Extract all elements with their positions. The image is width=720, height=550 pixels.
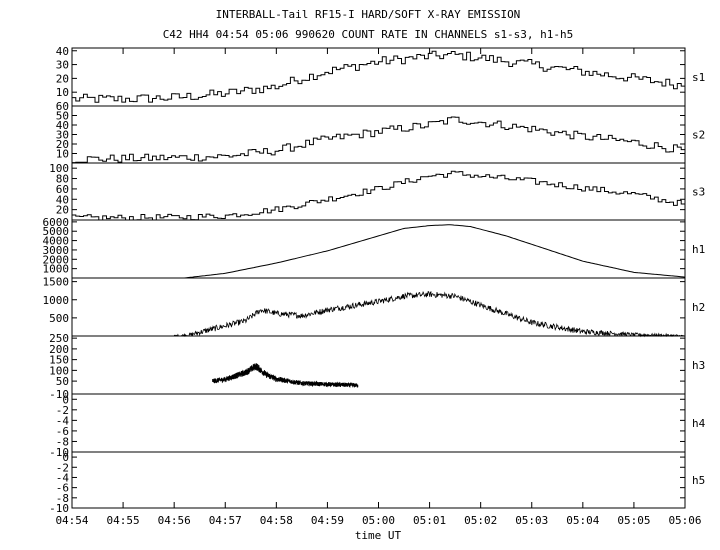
y-tick-label-h3: -10: [49, 388, 69, 401]
y-tick-label-s1: 20: [56, 72, 69, 85]
y-tick-label-s3: 100: [49, 162, 69, 175]
panel-frame-s2: [71, 105, 686, 164]
chart-panels: 10203040s1102030405060s220406080100s3100…: [43, 45, 706, 515]
panel-frame-h2: [71, 277, 686, 337]
y-tick-label-s1: 10: [56, 86, 69, 99]
x-tick-label: 05:00: [362, 514, 395, 527]
x-tick-label: 05:04: [566, 514, 599, 527]
series-label-s1: s1: [692, 71, 705, 84]
series-line-s2: [72, 116, 685, 164]
x-tick-label: 04:56: [158, 514, 191, 527]
series-label-h5: h5: [692, 474, 705, 487]
y-tick-label-h3: 250: [49, 332, 69, 345]
x-axis-label: time UT: [355, 529, 402, 542]
y-tick-label-h4: -6: [56, 425, 69, 438]
y-tick-label-h1: 5000: [43, 225, 70, 238]
x-tick-label: 04:59: [311, 514, 344, 527]
y-tick-label-h4: -8: [56, 435, 69, 448]
series-label-h3: h3: [692, 359, 705, 372]
panel-frame-h1: [71, 219, 686, 279]
series-line-s1: [72, 50, 685, 103]
x-tick-label: 04:54: [55, 514, 88, 527]
y-tick-label-h5: -6: [56, 482, 69, 495]
y-tick-label-s2: 50: [56, 110, 69, 123]
y-tick-label-h1: 4000: [43, 235, 70, 248]
x-tick-label: 05:03: [515, 514, 548, 527]
series-label-h2: h2: [692, 301, 705, 314]
y-tick-label-s2: 20: [56, 138, 69, 151]
y-tick-label-s1: 30: [56, 59, 69, 72]
y-tick-label-s3: 80: [56, 173, 69, 186]
series-line-h1: [72, 224, 686, 279]
series-label-s3: s3: [692, 186, 705, 199]
y-tick-label-h5: -4: [56, 471, 70, 484]
y-tick-label-h5: -10: [49, 502, 69, 515]
panel-h5: -10-8-6-4-20 h5: [49, 451, 705, 515]
x-tick-label: 05:02: [464, 514, 497, 527]
chart-subtitle: C42 HH4 04:54 05:06 990620 COUNT RATE IN…: [163, 28, 574, 41]
y-tick-label-s2: 10: [56, 148, 69, 161]
y-tick-label-s1: 40: [56, 45, 69, 58]
y-tick-label-h1: 6000: [43, 216, 70, 229]
y-tick-label-s2: 30: [56, 129, 69, 142]
x-tick-label: 05:06: [668, 514, 701, 527]
y-tick-label-s2: 60: [56, 100, 69, 113]
y-tick-label-h1: 1000: [43, 263, 70, 276]
y-tick-label-s3: 60: [56, 183, 69, 196]
series-label-s2: s2: [692, 129, 705, 142]
y-tick-label-h1: 3000: [43, 244, 70, 257]
y-tick-label-h4: -10: [49, 446, 69, 459]
series-label-h1: h1: [692, 243, 705, 256]
y-tick-label-h5: -8: [56, 492, 69, 505]
y-tick-label-h4: 0: [62, 393, 69, 406]
y-tick-label-h2: 1500: [43, 276, 70, 289]
panel-frame-h4: [71, 393, 686, 453]
chart-title: INTERBALL-Tail RF15-I HARD/SOFT X-RAY EM…: [216, 8, 521, 21]
x-tick-label: 04:58: [260, 514, 293, 527]
series-label-h4: h4: [692, 417, 706, 430]
y-tick-label-h3: 150: [49, 354, 69, 367]
panel-frame-h3: [71, 335, 686, 395]
y-tick-label-h1: 2000: [43, 253, 70, 266]
y-tick-label-h2: 500: [49, 312, 69, 325]
series-line-h2: [72, 290, 685, 338]
panel-frame-s3: [71, 162, 686, 221]
panel-h4: -10-8-6-4-20 h4: [49, 393, 705, 459]
x-tick-label: 04:57: [209, 514, 242, 527]
y-tick-label-s3: 40: [56, 193, 69, 206]
y-tick-label-h4: -2: [56, 404, 69, 417]
x-tick-label: 05:05: [617, 514, 650, 527]
y-tick-label-h3: 100: [49, 364, 69, 377]
y-tick-label-h2: 1000: [43, 294, 70, 307]
x-tick-label: 05:01: [413, 514, 446, 527]
y-tick-label-h5: 0: [62, 451, 69, 464]
y-tick-label-h3: 50: [56, 375, 69, 388]
panel-h2: 500 1000 1500 h2: [43, 276, 705, 338]
y-tick-label-h4: -4: [56, 414, 70, 427]
series-line-h3: [212, 363, 359, 388]
series-line-s3: [72, 170, 685, 221]
y-tick-label-s2: 40: [56, 119, 69, 132]
panel-frame-h5: [71, 451, 686, 509]
y-tick-label-h3: 200: [49, 343, 69, 356]
y-tick-label-h5: -2: [56, 461, 69, 474]
x-tick-label: 04:55: [107, 514, 140, 527]
x-axis: 04:54 04:55 04:56 04:57 04:58 04:59 05:00 05:01…: [55, 48, 702, 527]
panel-frame-s1: [71, 47, 686, 107]
y-tick-label-s3: 20: [56, 204, 69, 217]
